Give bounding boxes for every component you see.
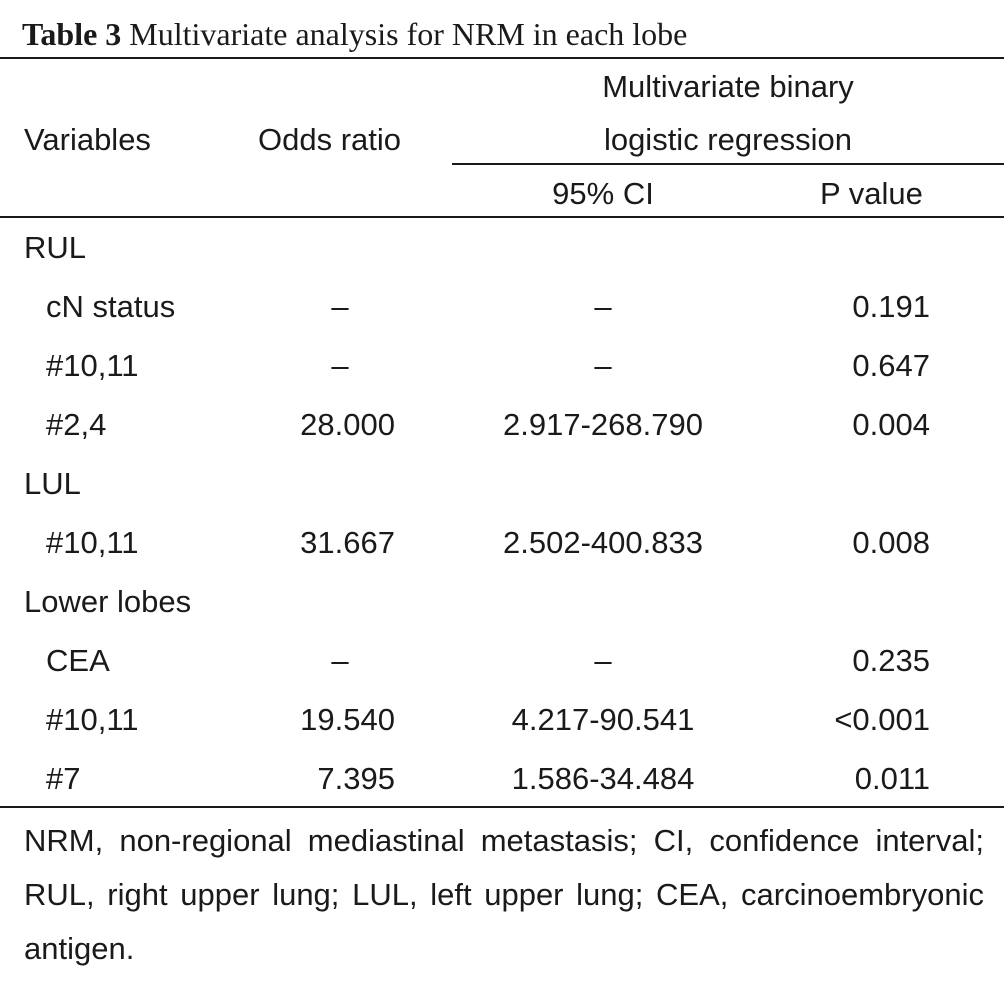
row-odds-ratio: 7.395 bbox=[317, 761, 395, 796]
header-rule bbox=[0, 216, 1004, 218]
row-ci: – bbox=[594, 289, 612, 324]
header-odds-ratio: Odds ratio bbox=[258, 122, 402, 157]
row-ci: 2.917-268.790 bbox=[503, 407, 703, 442]
row-p-value: 0.235 bbox=[852, 643, 930, 678]
row-p-value: 0.004 bbox=[852, 407, 930, 442]
row-variable: #10,11 bbox=[46, 348, 139, 383]
row-ci: – bbox=[594, 643, 612, 678]
row-odds-ratio: 31.667 bbox=[300, 525, 395, 560]
row-variable: #10,11 bbox=[46, 525, 139, 560]
group-header-rule bbox=[452, 163, 1004, 165]
header-variables: Variables bbox=[24, 122, 151, 157]
row-p-value: 0.191 bbox=[852, 289, 930, 324]
row-ci: – bbox=[594, 348, 612, 383]
header-group-line1: Multivariate binary bbox=[602, 69, 854, 104]
row-variable: #10,11 bbox=[46, 702, 139, 737]
row-p-value: 0.647 bbox=[852, 348, 930, 383]
row-variable: #2,4 bbox=[46, 407, 107, 442]
row-p-value: 0.008 bbox=[852, 525, 930, 560]
row-p-value: 0.011 bbox=[854, 761, 930, 796]
row-odds-ratio: – bbox=[331, 643, 349, 678]
section-label: Lower lobes bbox=[24, 584, 192, 619]
row-odds-ratio: 28.000 bbox=[300, 407, 395, 442]
bottom-rule bbox=[0, 806, 1004, 808]
table-title-label: Table 3 bbox=[22, 16, 122, 52]
section-label: LUL bbox=[24, 466, 81, 501]
table-title: Table 3 Multivariate analysis for NRM in… bbox=[22, 12, 687, 56]
section-label: RUL bbox=[24, 230, 87, 265]
row-variable: #7 bbox=[46, 761, 81, 796]
row-odds-ratio: – bbox=[331, 348, 349, 383]
row-p-value: <0.001 bbox=[834, 702, 930, 737]
header-p-value: P value bbox=[820, 176, 923, 211]
row-ci: 1.586-34.484 bbox=[511, 761, 695, 796]
row-ci: 2.502-400.833 bbox=[503, 525, 703, 560]
row-odds-ratio: – bbox=[331, 289, 349, 324]
table-title-text: Multivariate analysis for NRM in each lo… bbox=[129, 16, 688, 52]
header-ci: 95% CI bbox=[552, 176, 654, 211]
row-variable: CEA bbox=[46, 643, 110, 678]
header-group-line2: logistic regression bbox=[603, 122, 853, 157]
row-ci: 4.217-90.541 bbox=[511, 702, 695, 737]
row-odds-ratio: 19.540 bbox=[300, 702, 395, 737]
table-footnote: NRM, non-regional mediastinal metastasis… bbox=[24, 823, 984, 966]
top-rule bbox=[0, 57, 1004, 59]
row-variable: cN status bbox=[46, 289, 176, 324]
